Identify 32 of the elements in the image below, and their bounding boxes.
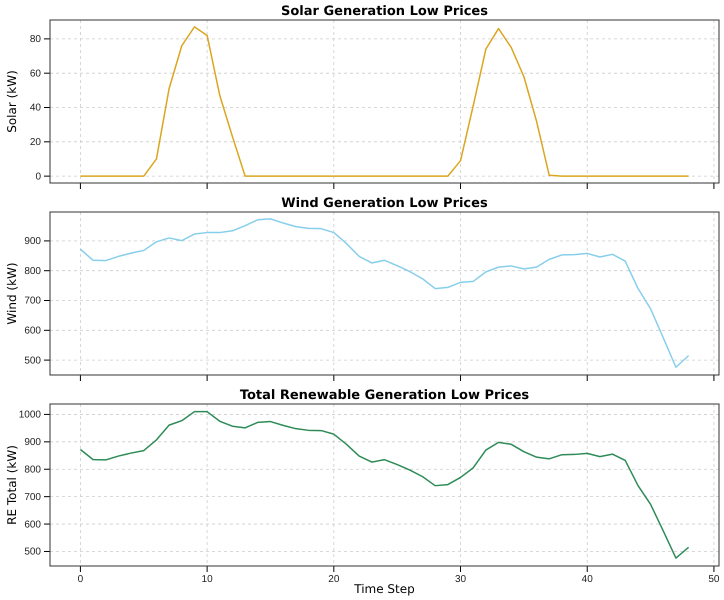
- x-tick-label: 10: [202, 574, 214, 586]
- y-tick-label: 800: [24, 464, 42, 476]
- y-tick-label: 0: [35, 171, 42, 182]
- y-tick-label: 700: [24, 492, 42, 503]
- y-tick-label: 600: [24, 519, 42, 530]
- x-axis-title: Time Step: [353, 582, 415, 596]
- line-series: [80, 218, 690, 368]
- y-tick-label: 60: [30, 68, 42, 80]
- y-tick-label: 900: [24, 236, 42, 248]
- y-tick-label: 600: [24, 326, 42, 336]
- y-tick-label: 700: [24, 296, 42, 307]
- x-tick-label: 50: [708, 574, 720, 586]
- y-tick-label: 1000: [18, 410, 42, 421]
- x-tick-label: 20: [328, 574, 340, 586]
- y-tick-label: 800: [24, 266, 42, 277]
- x-tick-label: 0: [78, 574, 84, 586]
- y-axis-title: RE Total (kW): [5, 445, 19, 525]
- chart-title: Solar Generation Low Prices: [281, 4, 488, 19]
- y-tick-label: 500: [24, 546, 42, 558]
- y-axis-title: Wind (kW): [5, 262, 19, 325]
- chart-title: Total Renewable Generation Low Prices: [240, 388, 530, 403]
- chart-title: Wind Generation Low Prices: [281, 196, 488, 211]
- y-tick-label: 20: [30, 137, 42, 148]
- y-tick-label: 40: [30, 102, 42, 114]
- y-tick-label: 900: [24, 437, 42, 448]
- x-tick-label: 30: [454, 574, 467, 586]
- y-tick-label: 500: [24, 355, 42, 366]
- line-series: [80, 26, 690, 177]
- y-axis-title: Solar (kW): [5, 70, 19, 133]
- line-series: [80, 410, 690, 559]
- y-tick-label: 80: [30, 34, 42, 46]
- x-tick-label: 40: [582, 574, 594, 586]
